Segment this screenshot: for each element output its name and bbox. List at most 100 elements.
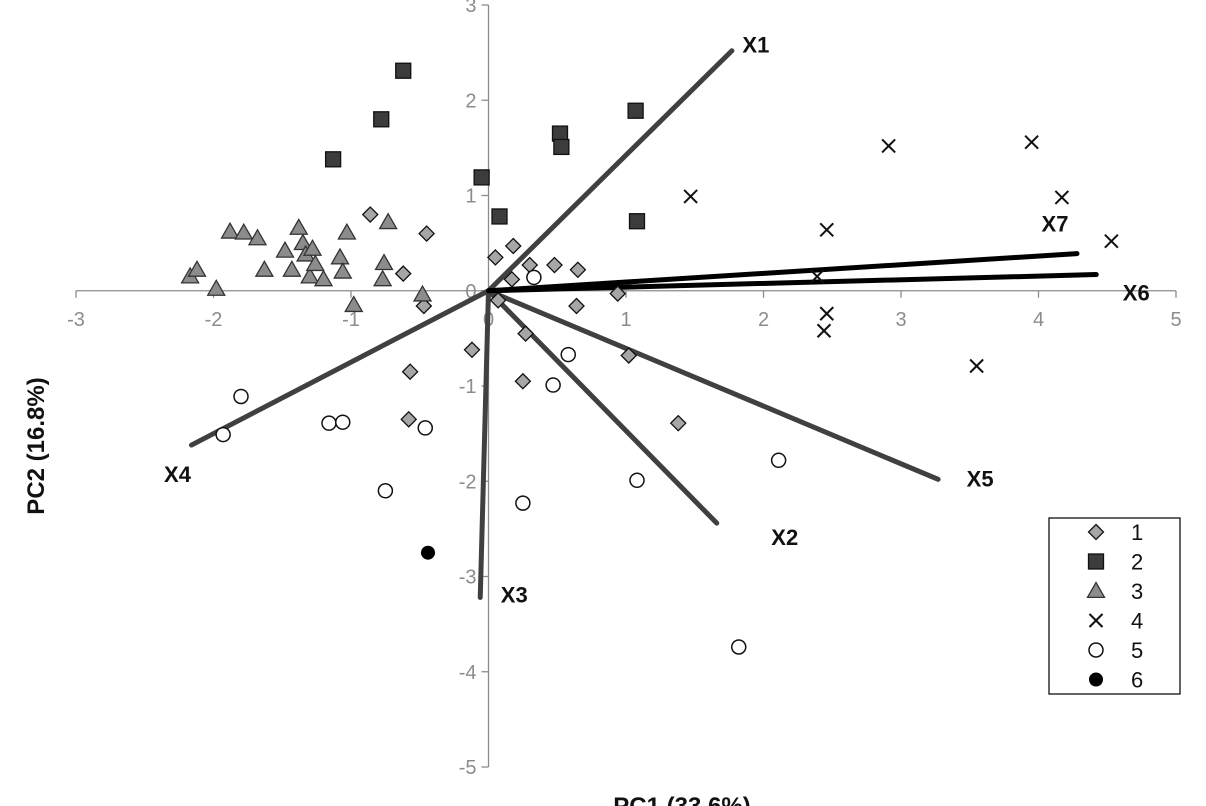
point-series-4 xyxy=(816,323,832,338)
point-series-5 xyxy=(731,639,747,655)
point-series-3 xyxy=(275,240,295,258)
point-series-4 xyxy=(1054,190,1070,205)
point-series-3 xyxy=(412,284,433,302)
point-series-5 xyxy=(515,495,531,511)
vector-x7 xyxy=(486,251,1080,294)
point-series-5 xyxy=(526,269,542,286)
series-5 xyxy=(215,269,787,655)
vector-label-x2: X2 xyxy=(771,525,798,550)
point-series-1 xyxy=(620,347,638,364)
y-tick-label: -4 xyxy=(459,662,477,684)
point-series-1 xyxy=(514,372,532,390)
x-mark-stroke xyxy=(1104,234,1119,249)
x-mark-stroke xyxy=(1054,190,1070,205)
legend-label-3: 3 xyxy=(1131,579,1143,604)
x-mark-stroke xyxy=(1024,134,1039,150)
x-tick-label: 2 xyxy=(758,309,769,331)
point-series-5 xyxy=(770,452,787,469)
point-series-4 xyxy=(1104,234,1119,249)
y-tick-label: 2 xyxy=(465,90,476,112)
point-series-3 xyxy=(187,259,207,277)
vector-label-x5: X5 xyxy=(967,466,994,491)
point-series-1 xyxy=(400,410,418,428)
point-series-1 xyxy=(463,341,481,359)
point-series-4 xyxy=(881,138,896,154)
legend-marker-4 xyxy=(1088,613,1104,628)
point-series-1 xyxy=(569,261,587,279)
vector-x1 xyxy=(486,48,735,294)
point-series-4 xyxy=(1024,134,1039,150)
vector-label-x4: X4 xyxy=(164,462,192,487)
y-tick-label: 3 xyxy=(465,0,476,17)
point-series-3 xyxy=(293,233,313,251)
point-series-5 xyxy=(560,346,576,363)
vector-x4 xyxy=(189,288,491,448)
x-mark-stroke xyxy=(969,358,984,374)
point-series-4 xyxy=(819,306,834,321)
point-series-1 xyxy=(609,285,627,303)
series-3 xyxy=(180,212,433,313)
series-1 xyxy=(361,206,687,432)
vector-label-x6: X6 xyxy=(1123,281,1150,306)
series-2 xyxy=(324,62,646,230)
point-series-1 xyxy=(489,291,507,309)
point-series-3 xyxy=(305,254,325,272)
x-tick-label: 4 xyxy=(1033,309,1044,331)
point-series-3 xyxy=(330,247,350,265)
x-mark-stroke xyxy=(816,323,832,338)
point-series-2 xyxy=(395,62,412,79)
x-mark-stroke xyxy=(819,306,834,321)
vector-x2 xyxy=(486,288,720,526)
point-series-3 xyxy=(220,221,240,239)
x-tick-label: 3 xyxy=(895,309,906,331)
point-series-6 xyxy=(421,545,435,560)
point-series-2 xyxy=(627,102,644,119)
point-series-4 xyxy=(969,358,984,374)
point-series-3 xyxy=(234,222,254,240)
point-series-1 xyxy=(394,265,412,283)
point-series-1 xyxy=(504,237,522,255)
vector-label-x7: X7 xyxy=(1042,212,1069,237)
point-series-1 xyxy=(517,325,535,343)
y-tick-label: 0 xyxy=(465,281,476,303)
point-series-5 xyxy=(233,388,249,405)
y-tick-label: 1 xyxy=(465,186,476,208)
point-series-1 xyxy=(503,270,521,288)
vector-x3 xyxy=(477,288,491,600)
point-series-1 xyxy=(415,297,433,315)
point-series-3 xyxy=(373,269,393,287)
point-series-2 xyxy=(553,138,570,156)
point-series-3 xyxy=(300,266,320,284)
point-series-3 xyxy=(206,279,226,296)
legend-marker-3 xyxy=(1086,581,1106,599)
x-mark-stroke xyxy=(809,269,825,284)
vector-label-x3: X3 xyxy=(501,582,528,607)
legend-label-6: 6 xyxy=(1131,668,1143,693)
point-series-5 xyxy=(545,377,561,393)
point-series-1 xyxy=(669,414,687,432)
x-axis-title: PC1 (33.6%) xyxy=(613,793,750,806)
vector-x6 xyxy=(486,272,1099,294)
x-mark-stroke xyxy=(881,138,896,154)
legend-label-5: 5 xyxy=(1131,638,1143,663)
loading-vectors: X1 X2 X3 X4 X5 X6 X7 xyxy=(164,33,1150,608)
y-tick-label: -1 xyxy=(459,376,477,398)
point-series-3 xyxy=(313,269,334,287)
x-mark-stroke xyxy=(683,189,698,204)
point-series-3 xyxy=(344,295,364,313)
point-series-2 xyxy=(473,169,490,186)
legend: 1 2 3 4 5 6 xyxy=(1048,517,1181,695)
legend-marker-6 xyxy=(1089,672,1103,687)
point-series-1 xyxy=(401,363,419,381)
legend-label-4: 4 xyxy=(1131,609,1143,634)
vector-x5 xyxy=(486,288,941,482)
y-tick-label: -5 xyxy=(459,757,477,779)
point-series-1 xyxy=(361,206,379,223)
point-series-1 xyxy=(568,297,585,315)
point-series-4 xyxy=(819,222,834,237)
point-series-1 xyxy=(418,225,436,243)
point-series-3 xyxy=(289,218,309,235)
point-series-3 xyxy=(374,253,394,271)
point-series-5 xyxy=(417,420,433,436)
